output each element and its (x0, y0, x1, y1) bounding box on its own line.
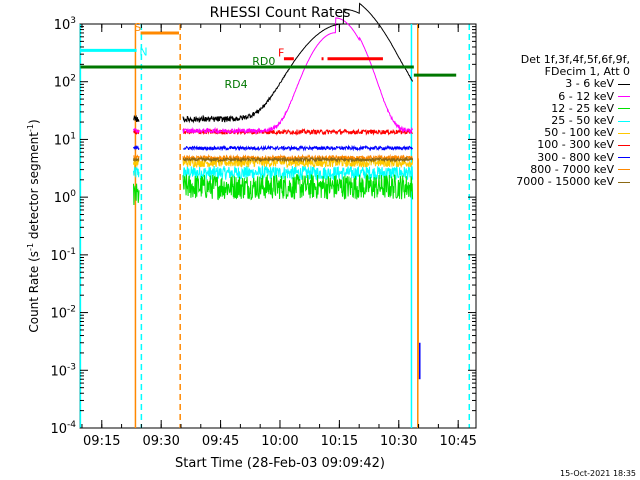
vertical-guide-lines (79, 24, 471, 428)
series-line (133, 164, 414, 181)
series-line (133, 156, 414, 164)
x-tick-label: 10:45 (439, 434, 476, 449)
series-layer (133, 2, 421, 380)
footer-timestamp: 15-Oct-2021 18:35 (560, 469, 636, 478)
y-axis-ticks: 103 102 101 100 10-1 10-2 10-3 10-4 (50, 16, 476, 437)
series-line (133, 17, 414, 135)
legend-item: 25 - 50 keV (478, 114, 630, 128)
legend-item: 300 - 800 keV (478, 150, 630, 164)
legend-header-line-1: Det 1f,3f,4f,5f,6f,9f, (520, 53, 630, 66)
legend-item: 800 - 7000 keV (478, 162, 630, 176)
y-tick-label: 10-1 (50, 247, 76, 264)
flag-label: F (278, 47, 284, 60)
plot-frame (79, 23, 477, 429)
legend-swatch (618, 132, 630, 134)
y-tick-label: 10-4 (50, 420, 76, 437)
flag-label: RD0 (252, 55, 275, 68)
legend-swatch (618, 83, 630, 85)
chart-title: RHESSI Count Rates (210, 5, 351, 21)
y-tick-label: 102 (54, 74, 76, 91)
y-tick-label: 10-2 (50, 305, 76, 322)
series-line (133, 144, 414, 152)
y-tick-label: 100 (54, 189, 77, 206)
x-tick-label: 09:15 (83, 434, 120, 449)
x-tick-label: 10:15 (321, 434, 358, 449)
x-axis-label: Start Time (28-Feb-03 09:09:42) (175, 456, 385, 471)
legend-item-label: 50 - 100 keV (544, 126, 614, 140)
legend-swatch (618, 169, 630, 171)
legend-item-label: 6 - 12 keV (558, 89, 614, 103)
x-tick-label: 10:30 (380, 434, 417, 449)
legend-item: 6 - 12 keV (478, 89, 630, 103)
plot-area: SN RD0 RD4 F 103 102 101 100 10-1 10-2 10-3 10-4 0… (50, 2, 477, 449)
legend-swatch (618, 108, 630, 110)
x-tick-label: 09:30 (142, 434, 179, 449)
legend-item-label: 12 - 25 keV (551, 101, 614, 115)
legend-items: 3 - 6 keV 6 - 12 keV 12 - 25 keV 25 - 50 ke… (478, 78, 630, 188)
legend-item-label: 300 - 800 keV (537, 150, 614, 164)
y-axis-label: Count Rate (s-1 detector segment-1) (26, 119, 41, 332)
legend-item: 50 - 100 keV (478, 127, 630, 139)
flag-label: S (134, 21, 141, 34)
legend-item: 3 - 6 keV (478, 78, 630, 90)
y-tick-label: 103 (54, 16, 76, 33)
legend-header-line-2: FDecim 1, Att 0 (544, 65, 630, 79)
legend-swatch (618, 157, 630, 159)
legend-swatch (618, 144, 630, 146)
series-line (133, 172, 414, 206)
legend: Det 1f,3f,4f,5f,6f,9f, FDecim 1, Att 0 3… (478, 53, 630, 188)
y-tick-label: 101 (54, 131, 76, 148)
y-tick-label: 10-3 (50, 362, 76, 379)
x-tick-label: 10:00 (261, 434, 298, 449)
flag-label: N (139, 45, 147, 58)
legend-item-label: 3 - 6 keV (565, 77, 614, 91)
legend-item-label: 7000 - 15000 keV (516, 175, 614, 189)
legend-item: 7000 - 15000 keV (478, 175, 630, 189)
series-line (133, 2, 414, 124)
legend-swatch (618, 120, 630, 122)
x-tick-label: 09:45 (202, 434, 239, 449)
legend-swatch (618, 181, 630, 183)
x-axis-ticks: 09:15 09:30 09:45 10:00 10:15 10:30 10:45 (81, 24, 477, 449)
legend-item: 100 - 300 keV (478, 139, 630, 151)
series-line (133, 127, 413, 136)
flag-bars: SN RD0 RD4 F (80, 21, 457, 91)
legend-item-label: 800 - 7000 keV (530, 162, 614, 176)
legend-item-label: 25 - 50 keV (551, 114, 614, 128)
legend-item-label: 100 - 300 keV (537, 138, 614, 152)
flag-label: RD4 (225, 78, 248, 91)
legend-swatch (618, 96, 630, 98)
legend-item: 12 - 25 keV (478, 101, 630, 115)
